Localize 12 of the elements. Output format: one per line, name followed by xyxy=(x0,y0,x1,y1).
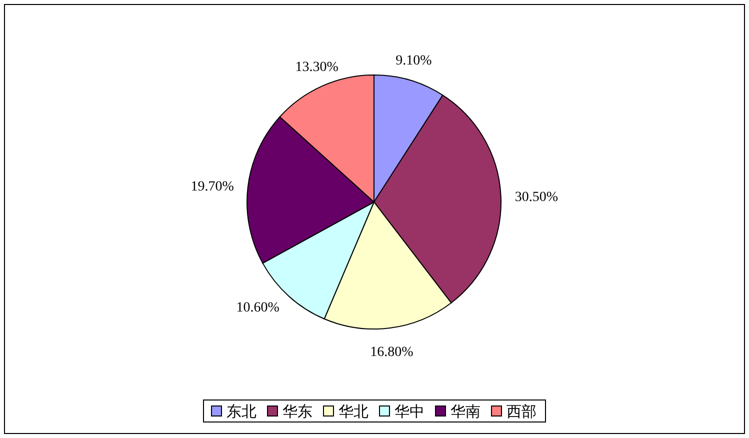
data-label: 9.10% xyxy=(396,54,432,69)
legend-label: 华东 xyxy=(282,404,312,420)
legend-label: 华中 xyxy=(394,404,424,420)
data-label: 10.60% xyxy=(236,300,280,316)
legend-label: 西部 xyxy=(506,404,536,420)
data-label: 30.50% xyxy=(514,190,558,206)
legend-label: 华北 xyxy=(338,404,368,420)
legend-label: 东北 xyxy=(226,404,256,420)
data-label: 16.80% xyxy=(370,344,414,360)
data-label: 13.30% xyxy=(295,60,339,76)
data-label: 19.70% xyxy=(190,180,234,195)
legend-label: 华南 xyxy=(450,404,480,420)
